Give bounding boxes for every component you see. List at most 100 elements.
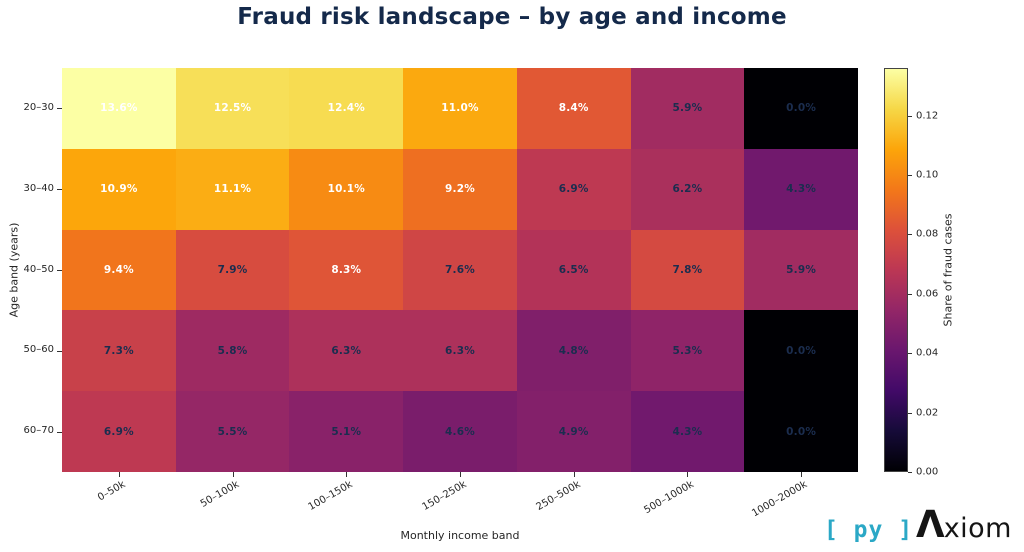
heatmap-cell: 4.8% <box>516 310 631 392</box>
heatmap-cell-value: 8.3% <box>331 263 362 276</box>
heatmap-cell: 4.9% <box>516 391 631 472</box>
heatmap-cell-value: 7.3% <box>103 344 134 357</box>
heatmap-cell-value: 5.3% <box>672 344 703 357</box>
heatmap-cell: 0.0% <box>744 391 858 472</box>
heatmap-cell-value: 6.9% <box>103 425 134 438</box>
heatmap-cell-value: 4.9% <box>558 425 589 438</box>
heatmap-cell-value: 7.6% <box>445 263 475 276</box>
colorbar-tick-mark <box>908 412 912 414</box>
heatmap-cell-value: 5.8% <box>217 344 248 357</box>
heatmap-cell-value: 0.0% <box>786 344 817 357</box>
heatmap-cell: 0.0% <box>744 68 858 149</box>
heatmap-cell-value: 8.4% <box>558 102 589 115</box>
heatmap-cell: 6.2% <box>630 148 745 230</box>
heatmap-cell: 9.2% <box>403 148 517 230</box>
heatmap-cell-value: 5.9% <box>672 102 703 115</box>
heatmap-cell: 6.5% <box>516 229 631 311</box>
x-tick-label-text: 250–500k <box>534 479 583 514</box>
x-tick-label-text: 500–1000k <box>642 479 696 517</box>
y-tick-mark <box>57 350 62 352</box>
heatmap-cell: 11.1% <box>175 148 290 230</box>
colorbar-tick-label: 0.06 <box>916 288 939 300</box>
heatmap-cell: 11.0% <box>403 68 517 149</box>
y-tick-mark <box>57 431 62 433</box>
y-tick-mark <box>57 270 62 271</box>
heatmap-cell: 5.3% <box>630 310 745 392</box>
logo-xiom-text: xiom <box>943 513 1012 544</box>
colorbar-tick-mark <box>908 115 912 117</box>
y-tick-mark <box>57 189 62 191</box>
heatmap-cell-value: 6.2% <box>672 183 703 196</box>
heatmap-cell: 7.8% <box>630 229 745 311</box>
heatmap-cell-value: 5.1% <box>331 425 362 438</box>
x-tick-mark <box>346 472 348 477</box>
heatmap-cell: 5.8% <box>175 310 290 392</box>
x-tick-mark <box>687 472 689 477</box>
heatmap-cell: 5.9% <box>630 68 745 149</box>
heatmap-cell: 5.5% <box>175 391 290 472</box>
y-tick-label: 40–50 <box>23 263 54 275</box>
heatmap-cell: 7.6% <box>403 229 517 311</box>
heatmap-cell-value: 9.4% <box>103 263 134 276</box>
y-tick-label: 50–60 <box>23 344 54 356</box>
colorbar-tick-mark <box>908 234 912 236</box>
heatmap-cell: 6.3% <box>403 310 517 392</box>
heatmap-cell-value: 11.0% <box>441 102 479 115</box>
heatmap-cell: 10.9% <box>62 148 176 230</box>
heatmap-cell: 8.3% <box>289 229 404 311</box>
colorbar-tick-mark <box>908 472 912 473</box>
heatmap-cell-value: 12.5% <box>213 102 252 115</box>
heatmap-cell: 5.9% <box>744 229 858 311</box>
heatmap-cell: 6.9% <box>62 391 176 472</box>
heatmap-cell-value: 7.9% <box>217 263 248 276</box>
colorbar-tick-label: 0.08 <box>916 228 939 240</box>
x-tick-label-text: 150–250k <box>420 479 469 514</box>
x-axis-label: Monthly income band <box>400 529 520 542</box>
heatmap-cell: 4.3% <box>744 148 858 230</box>
heatmap-cell-value: 4.8% <box>558 344 589 357</box>
x-tick-mark <box>460 472 461 477</box>
heatmap-cell-value: 0.0% <box>786 102 817 115</box>
heatmap-cell-value: 5.9% <box>786 263 817 276</box>
logo-py-text: [ py ] <box>823 517 914 543</box>
heatmap-cell: 8.4% <box>516 68 631 149</box>
colorbar-tick-label: 0.00 <box>916 466 939 478</box>
heatmap-cell: 0.0% <box>744 310 858 392</box>
colorbar-tick-label: 0.04 <box>916 347 939 359</box>
heatmap-cell: 12.5% <box>175 68 290 149</box>
colorbar-tick-mark <box>908 353 912 355</box>
heatmap-cell-value: 10.1% <box>327 183 365 196</box>
x-tick-label-text: 100–150k <box>306 479 355 514</box>
heatmap-cell: 7.3% <box>62 310 176 392</box>
colorbar <box>884 68 908 472</box>
colorbar-tick-mark <box>908 174 912 176</box>
heatmap-cell-value: 6.3% <box>331 344 362 357</box>
y-tick-mark <box>57 108 62 110</box>
colorbar-tick-label: 0.10 <box>916 169 939 181</box>
heatmap-cell-value: 4.6% <box>445 425 475 438</box>
heatmap-cell-value: 13.6% <box>100 102 138 115</box>
x-tick-label-text: 50–100k <box>198 479 242 510</box>
heatmap-cell: 4.3% <box>630 391 745 472</box>
x-tick-mark <box>573 472 575 477</box>
heatmap-cell-value: 5.5% <box>217 425 248 438</box>
x-tick-mark <box>801 472 803 477</box>
colorbar-tick-mark <box>908 293 912 295</box>
colorbar-tick-label: 0.02 <box>916 407 939 419</box>
heatmap-cell-value: 4.3% <box>786 183 817 196</box>
heatmap-cell-value: 6.5% <box>558 263 589 276</box>
heatmap-cell-value: 4.3% <box>672 425 703 438</box>
heatmap-cell: 5.1% <box>289 391 404 472</box>
heatmap-cell-value: 11.1% <box>213 183 252 196</box>
heatmap: 13.6% 12.5% 12.4% 11.0% 8.4% 5.9% 0.0% 10.9% 11.… <box>62 68 858 472</box>
heatmap-cell-value: 9.2% <box>445 183 475 196</box>
heatmap-cell: 10.1% <box>289 148 404 230</box>
heatmap-cell: 6.9% <box>516 148 631 230</box>
y-axis-label: Age band (years) <box>7 222 21 318</box>
heatmap-cell-value: 0.0% <box>786 425 817 438</box>
chart-title: Fraud risk landscape – by age and income <box>237 4 787 30</box>
y-tick-label: 20–30 <box>23 101 54 113</box>
y-tick-label: 60–70 <box>23 425 54 437</box>
heatmap-cell: 9.4% <box>62 229 176 311</box>
x-tick-mark <box>232 472 234 477</box>
